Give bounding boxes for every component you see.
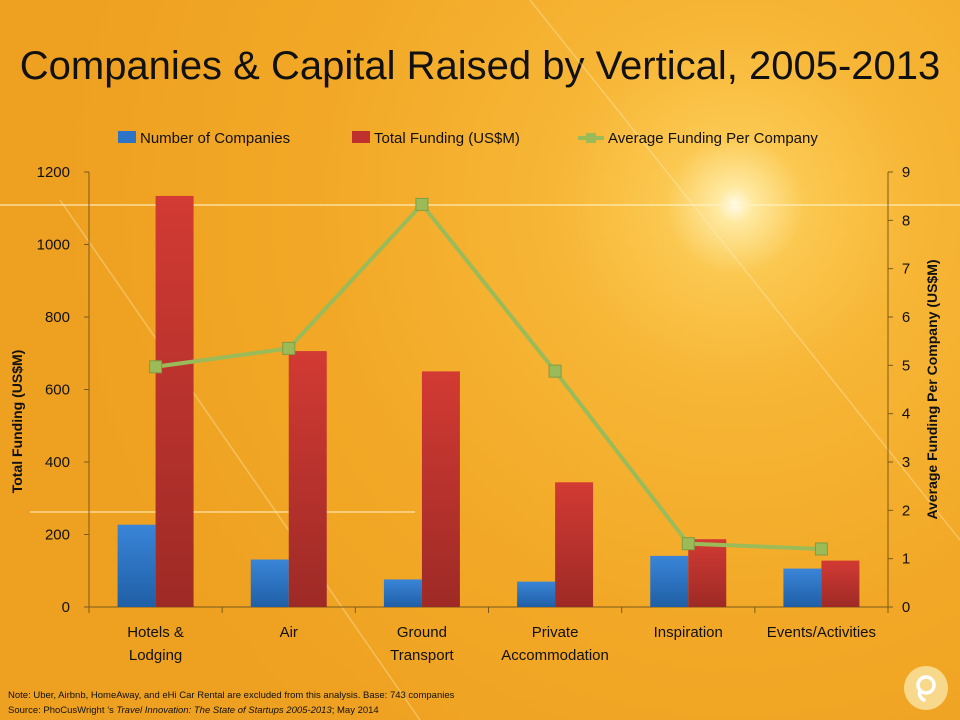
source-prefix: Source: PhoCusWright ’s: [8, 705, 117, 716]
bar-companies: [517, 581, 556, 607]
bar-companies: [117, 524, 156, 607]
bar-companies: [383, 579, 422, 607]
y2-tick-label: 7: [902, 261, 910, 278]
line-point: [548, 364, 562, 378]
bar-companies: [650, 555, 689, 607]
x-category-label: Events/Activities: [767, 624, 876, 641]
y-tick-label: 400: [45, 454, 70, 471]
y2-axis-title: Average Funding Per Company (US$M): [924, 259, 940, 519]
line-point: [415, 197, 429, 211]
legend-label: Total Funding (US$M): [374, 130, 520, 147]
legend-swatch-marker: [586, 133, 596, 143]
y-tick-label: 800: [45, 309, 70, 326]
bar-companies: [783, 568, 822, 607]
bar-funding: [288, 351, 327, 607]
bar-funding: [421, 371, 460, 607]
y-tick-label: 1000: [37, 237, 70, 254]
source-title: Travel Innovation: The State of Startups…: [116, 705, 332, 716]
bar-funding: [821, 560, 860, 607]
line-point: [149, 360, 163, 374]
y-tick-label: 0: [62, 599, 70, 616]
chart-source: Source: PhoCusWright ’s Travel Innovatio…: [8, 705, 379, 716]
legend-label: Number of Companies: [140, 130, 290, 147]
y2-tick-label: 2: [902, 502, 910, 519]
phocuswright-logo-icon: [904, 666, 948, 710]
y2-tick-label: 8: [902, 212, 910, 229]
bar-funding: [688, 539, 727, 607]
chart-title: Companies & Capital Raised by Vertical, …: [19, 44, 941, 88]
source-suffix: ; May 2014: [331, 705, 379, 716]
line-average-funding: [155, 201, 822, 551]
y-tick-label: 1200: [37, 164, 70, 181]
x-category-label: Air: [280, 624, 298, 641]
y2-tick-label: 9: [902, 164, 910, 181]
y2-tick-label: 0: [902, 599, 910, 616]
legend-label: Average Funding Per Company: [608, 130, 818, 147]
y-tick-label: 600: [45, 382, 70, 399]
x-category-label: Hotels & Lodging: [127, 624, 184, 664]
x-category-label: Inspiration: [654, 624, 723, 641]
chart-note: Note: Uber, Airbnb, HomeAway, and eHi Ca…: [8, 690, 455, 701]
line-point: [814, 542, 828, 556]
line-point: [681, 537, 695, 551]
bar-funding: [155, 195, 194, 608]
y2-tick-label: 1: [902, 551, 910, 568]
legend-swatch: [352, 131, 370, 143]
y-tick-label: 200: [45, 527, 70, 544]
y-axis-title: Total Funding (US$M): [9, 350, 25, 494]
y2-tick-label: 6: [902, 309, 910, 326]
y2-tick-label: 4: [902, 406, 910, 423]
line-point: [282, 341, 296, 355]
x-category-label: Private Accommodation: [501, 624, 609, 664]
bar-funding: [555, 482, 594, 607]
legend-swatch: [118, 131, 136, 143]
bar-companies: [250, 559, 289, 607]
y2-tick-label: 5: [902, 357, 910, 374]
y2-tick-label: 3: [902, 454, 910, 471]
x-category-label: Ground Transport: [390, 624, 454, 664]
